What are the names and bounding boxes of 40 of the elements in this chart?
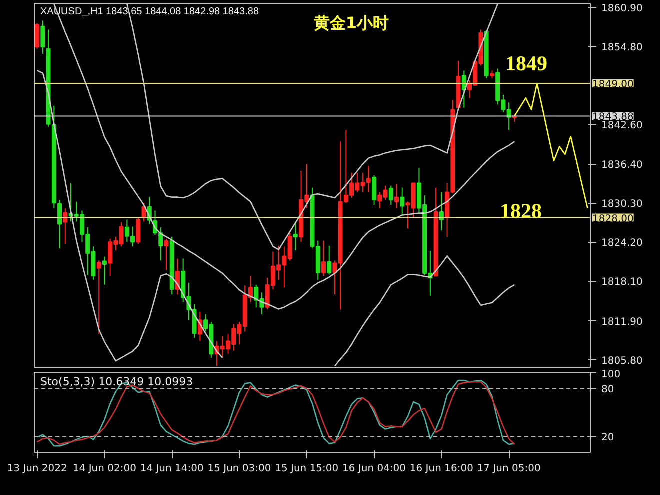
y-tick-label: 20 xyxy=(602,432,614,444)
x-tick-label: 17 Jun 05:00 xyxy=(477,464,541,474)
x-tick-label: 16 Jun 16:00 xyxy=(410,464,474,474)
chart-title: Sto(5,3,3) 10.6349 10.0993 xyxy=(40,376,194,388)
x-tick-label: 14 Jun 14:00 xyxy=(140,464,204,474)
ref-line-label: 1849.00 xyxy=(592,79,634,90)
candlestick xyxy=(400,187,405,216)
x-tick-label: 15 Jun 03:00 xyxy=(208,464,272,474)
y-tick-label: 1830.30 xyxy=(602,199,643,210)
ref-line-label: 1828.00 xyxy=(592,214,634,225)
annotation: 1828 xyxy=(500,198,542,223)
candlestick xyxy=(40,20,46,55)
text: 黄金1小时 xyxy=(312,14,389,32)
candlestick xyxy=(394,183,399,209)
y-tick-label: 1811.90 xyxy=(602,316,643,328)
x-tick-label: 13 Jun 2022 xyxy=(7,464,68,474)
candlestick xyxy=(327,245,332,276)
x-tick-label: 16 Jun 04:00 xyxy=(342,464,406,474)
candlestick xyxy=(102,256,107,286)
candlestick xyxy=(58,199,62,250)
candlestick xyxy=(372,175,377,206)
candlestick xyxy=(164,238,169,271)
y-tick-label: 100 xyxy=(602,370,621,380)
candlestick xyxy=(293,221,298,251)
y-tick-label: 80 xyxy=(602,384,614,396)
candlestick xyxy=(96,260,102,335)
candlestick xyxy=(388,185,394,206)
y-tick-label: 1818.10 xyxy=(602,277,643,288)
x-tick-label: 14 Jun 02:00 xyxy=(72,464,136,474)
candlestick xyxy=(136,217,141,245)
candlestick xyxy=(321,240,326,277)
y-tick-label: 1836.40 xyxy=(602,160,643,172)
y-tick-label: 1854.80 xyxy=(602,42,643,54)
y-tick-label: 1824.20 xyxy=(602,238,643,250)
y-tick-label: 1805.80 xyxy=(602,356,643,367)
candlestick xyxy=(63,208,68,245)
x-tick-label: 15 Jun 15:00 xyxy=(275,464,339,474)
annotation: 1849 xyxy=(506,52,548,76)
y-tick-label: 1860.90 xyxy=(602,3,643,14)
candlestick xyxy=(35,22,40,50)
